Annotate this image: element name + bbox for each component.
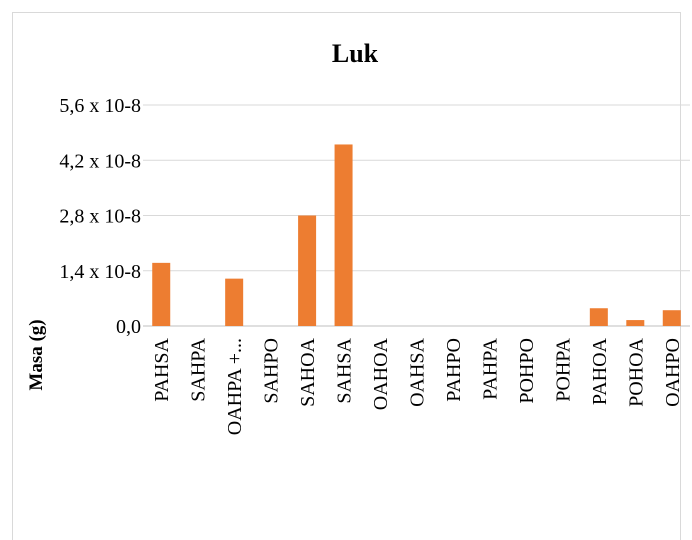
y-axis-title: Masa (g) — [26, 319, 47, 390]
bar — [298, 215, 317, 326]
x-tick-label: POHPA — [552, 337, 574, 401]
x-tick-label: PAHOA — [589, 337, 611, 405]
bar — [589, 308, 608, 326]
x-tick-label: PAHPO — [443, 338, 465, 402]
x-tick-label: OAHPO — [662, 338, 684, 407]
y-tick-label: 4,2 x 10-8 — [59, 150, 141, 172]
chart-title: Luk — [332, 39, 379, 68]
y-tick-label: 5,6 x 10-8 — [59, 95, 141, 117]
x-tick-label: POHOA — [625, 337, 647, 406]
chart-frame — [12, 12, 681, 540]
y-tick-label: 0,0 — [116, 316, 141, 338]
bar — [334, 144, 353, 326]
x-tick-label: SAHPO — [261, 338, 283, 404]
x-tick-label: OAHOA — [370, 337, 392, 410]
bar — [152, 262, 171, 326]
x-tick-label: SAHPA — [188, 337, 210, 401]
y-tick-label: 2,8 x 10-8 — [59, 206, 141, 228]
x-tick-label: PAHPA — [479, 337, 501, 399]
x-tick-label: POHPO — [516, 338, 538, 404]
bar — [626, 320, 645, 326]
x-tick-label: SAHSA — [334, 337, 356, 403]
x-tick-label: PAHSA — [151, 337, 173, 401]
x-tick-label: SAHOA — [297, 337, 319, 406]
bar — [662, 310, 681, 326]
x-tick-label: OAHSA — [407, 337, 429, 406]
bar — [225, 278, 244, 326]
y-tick-label: 1,4 x 10-8 — [59, 261, 141, 283]
x-tick-label: OAHPA +... — [224, 338, 246, 435]
